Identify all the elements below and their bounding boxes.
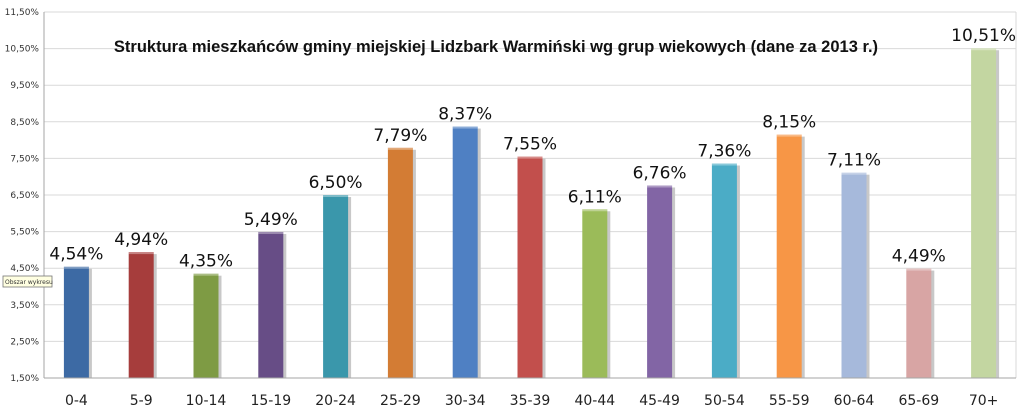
x-tick-label: 20-24	[315, 393, 356, 409]
y-tick-label: 3,50%	[10, 301, 39, 311]
x-tick-label: 30-34	[445, 393, 486, 409]
bar-10-14	[193, 273, 219, 378]
bar-top-edge	[323, 195, 349, 197]
x-tick-label: 70+	[969, 393, 999, 409]
data-label: 4,94%	[114, 230, 168, 250]
bar-top-edge	[517, 156, 543, 159]
data-label: 7,79%	[373, 126, 427, 146]
bar-top-edge	[582, 209, 608, 212]
data-label: 6,50%	[309, 173, 363, 193]
x-tick-label: 35-39	[510, 393, 551, 409]
x-tick-label: 40-44	[574, 393, 615, 409]
bar-50-54	[711, 163, 737, 378]
x-tick-label: 65-69	[898, 393, 939, 409]
bar-top-edge	[647, 185, 673, 188]
x-tick-label: 25-29	[380, 393, 421, 409]
bar-top-edge	[906, 268, 932, 271]
y-tick-label: 2,50%	[10, 337, 39, 347]
x-tick-label: 0-4	[65, 393, 88, 409]
bar-0-4	[63, 266, 89, 378]
bar-top-edge	[387, 147, 413, 150]
bar-15-19	[258, 231, 284, 378]
bar-40-44	[582, 209, 608, 378]
chart-title: Struktura mieszkańców gminy miejskiej Li…	[114, 38, 878, 56]
data-label: 7,36%	[697, 142, 751, 162]
bar-35-39	[517, 156, 543, 378]
bar-20-24	[323, 195, 349, 378]
y-tick-label: 5,50%	[10, 228, 39, 238]
y-tick-label: 9,50%	[10, 81, 39, 91]
bar-top-edge	[63, 266, 89, 269]
bar-25-29	[387, 147, 413, 378]
bar-55-59	[776, 134, 802, 378]
x-tick-label: 5-9	[130, 393, 153, 409]
data-label: 6,11%	[568, 187, 622, 207]
data-label: 10,51%	[951, 26, 1016, 46]
data-label: 7,11%	[827, 151, 881, 171]
bar-top-edge	[971, 48, 997, 51]
y-tick-label: 6,50%	[10, 191, 39, 201]
bar-top-edge	[258, 231, 284, 234]
bar-30-34	[452, 126, 478, 378]
x-tick-label: 60-64	[834, 393, 875, 409]
data-label: 8,37%	[438, 105, 492, 125]
data-label: 4,54%	[49, 245, 103, 265]
x-tick-label: 45-49	[639, 393, 680, 409]
y-tick-label: 7,50%	[10, 154, 39, 164]
bar-60-64	[841, 172, 867, 378]
data-label: 8,15%	[762, 113, 816, 133]
bar-45-49	[647, 185, 673, 378]
bar-65-69	[906, 268, 932, 378]
y-tick-label: 8,50%	[10, 118, 39, 128]
bar-top-edge	[711, 163, 737, 166]
bar-70+	[971, 48, 997, 378]
y-tick-label: 4,50%	[10, 264, 39, 274]
chart-area-tooltip: Obszar wykresu	[2, 275, 53, 288]
y-tick-label: 1,50%	[10, 374, 39, 384]
bar-top-edge	[128, 252, 154, 255]
data-label: 5,49%	[244, 210, 298, 230]
x-tick-label: 50-54	[704, 393, 745, 409]
bars-group	[63, 48, 1000, 378]
data-label: 4,35%	[179, 252, 233, 272]
data-label: 7,55%	[503, 135, 557, 155]
y-tick-label: 10,50%	[5, 45, 40, 55]
x-tick-label: 15-19	[250, 393, 291, 409]
bar-5-9	[128, 252, 154, 378]
data-labels-group: 4,54% 4,94% 4,35% 5,49% 6,50% 7,79% 8,37% 7,55%…	[49, 26, 1016, 271]
y-tick-label: 11,50%	[5, 8, 40, 18]
bar-top-edge	[776, 134, 802, 137]
x-axis: 0-4 5-9 10-14 15-19 20-24 25-29 30-34 35-39 40-4…	[44, 377, 1016, 409]
data-label: 6,76%	[633, 163, 687, 183]
bar-top-edge	[841, 172, 867, 175]
bar-top-edge	[193, 273, 219, 276]
x-tick-label: 10-14	[186, 393, 227, 409]
bar-top-edge	[452, 126, 478, 129]
tooltip-text: Obszar wykresu	[5, 279, 53, 286]
data-label: 4,49%	[892, 247, 946, 267]
y-axis: 1,50% 2,50% 3,50% 4,50% 5,50% 6,50% 7,50% 8,50%…	[5, 8, 1017, 384]
x-tick-label: 55-59	[769, 393, 810, 409]
